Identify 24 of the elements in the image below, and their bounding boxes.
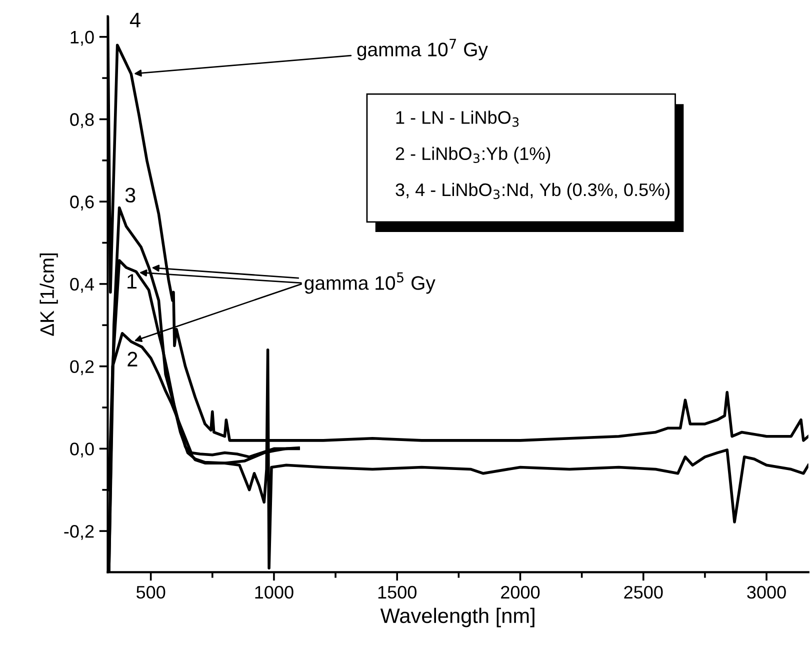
annotation: 3, 4 - LiNbO$_{3}$:Nd, Yb (0.3%, 0.5%) bbox=[396, 182, 670, 200]
x-tick-label: 1500 bbox=[378, 586, 416, 599]
y-tick-label: 0,2 bbox=[70, 360, 94, 376]
annotation: 4 bbox=[130, 12, 140, 28]
y-tick-label: 0,0 bbox=[70, 442, 94, 458]
y-tick-label: 0,8 bbox=[70, 113, 94, 128]
y-tick-label: 0,4 bbox=[70, 278, 94, 293]
annotation: 2 - LiNbO$_{3}$:Yb (1%) bbox=[396, 146, 550, 164]
x-tick-label: 500 bbox=[136, 586, 166, 599]
x-tick-label: 3000 bbox=[747, 586, 786, 599]
annotation: 2 bbox=[128, 352, 138, 366]
y-tick-label: 0,6 bbox=[70, 196, 94, 210]
annotation: gamma 10$^{5}$ Gy bbox=[304, 272, 436, 294]
x-tick-label: 2000 bbox=[501, 586, 540, 599]
annotation: 1 bbox=[128, 274, 137, 289]
x-tick-label: 2500 bbox=[624, 586, 663, 599]
x-tick-label: 1000 bbox=[255, 586, 294, 599]
y-axis-title: ΔK [1/cm] bbox=[40, 253, 58, 336]
annotation: 3 bbox=[125, 188, 136, 203]
y-tick-label: -0,2 bbox=[64, 524, 94, 540]
annotation: 1 - LN - LiNbO$_{3}$ bbox=[396, 110, 519, 127]
y-tick-label: 1,0 bbox=[70, 30, 94, 46]
annotation: gamma 10$^{7}$ Gy bbox=[357, 38, 488, 60]
x-axis-title: Wavelength [nm] bbox=[380, 608, 534, 628]
